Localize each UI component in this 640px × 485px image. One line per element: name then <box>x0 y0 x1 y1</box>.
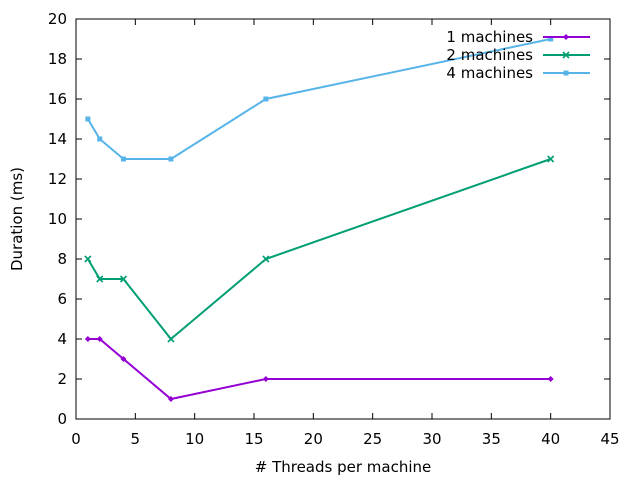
data-point <box>168 156 174 162</box>
data-point <box>96 336 103 342</box>
y-tick-label: 14 <box>48 130 67 148</box>
data-point <box>563 34 569 40</box>
data-point <box>547 155 555 163</box>
data-point <box>263 96 269 102</box>
x-tick-label: 35 <box>482 430 501 448</box>
x-axis: 0 5 10 15 20 25 30 35 40 45 <box>71 19 620 448</box>
x-tick-label: 5 <box>131 430 141 448</box>
data-point <box>96 275 104 283</box>
series-1 <box>84 336 554 402</box>
y-tick-label: 10 <box>48 210 67 228</box>
data-point <box>563 70 569 76</box>
data-point <box>84 336 91 342</box>
data-point <box>120 356 127 362</box>
y-tick-label: 12 <box>48 170 67 188</box>
y-tick-label: 8 <box>57 250 67 268</box>
y-axis-label: Duration (ms) <box>8 167 26 271</box>
series-3 <box>85 36 554 162</box>
series-layer <box>84 36 555 402</box>
data-point <box>548 36 554 42</box>
x-tick-label: 40 <box>541 430 560 448</box>
y-tick-label: 2 <box>57 370 67 388</box>
data-point <box>167 335 175 343</box>
data-point <box>85 116 91 122</box>
y-tick-label: 4 <box>57 330 67 348</box>
data-point <box>84 255 92 263</box>
data-point <box>119 275 128 283</box>
data-point <box>547 376 554 382</box>
y-tick-label: 18 <box>48 50 67 68</box>
x-tick-label: 30 <box>422 430 441 448</box>
data-point <box>262 255 270 263</box>
data-point <box>167 396 174 402</box>
x-tick-label: 20 <box>304 430 323 448</box>
y-tick-label: 0 <box>57 410 67 428</box>
data-point <box>120 156 126 162</box>
y-tick-label: 16 <box>48 90 67 108</box>
legend-label: 2 machines <box>446 46 533 64</box>
data-point <box>97 136 103 142</box>
data-point <box>562 51 570 59</box>
y-tick-label: 6 <box>57 290 67 308</box>
legend-label: 1 machines <box>446 28 533 46</box>
x-tick-label: 10 <box>185 430 204 448</box>
data-point <box>262 376 269 382</box>
series-line <box>87 338 551 401</box>
x-axis-label: # Threads per machine <box>255 458 432 476</box>
x-tick-label: 45 <box>600 430 619 448</box>
x-tick-label: 25 <box>363 430 382 448</box>
y-axis: 0 2 4 6 8 10 12 14 16 18 20 <box>48 10 610 428</box>
series-2 <box>84 155 555 343</box>
y-tick-label: 20 <box>48 10 67 28</box>
legend-label: 4 machines <box>446 64 533 82</box>
x-tick-label: 0 <box>71 430 81 448</box>
series-line <box>87 38 551 160</box>
x-tick-label: 15 <box>244 430 263 448</box>
series-line <box>87 158 551 341</box>
